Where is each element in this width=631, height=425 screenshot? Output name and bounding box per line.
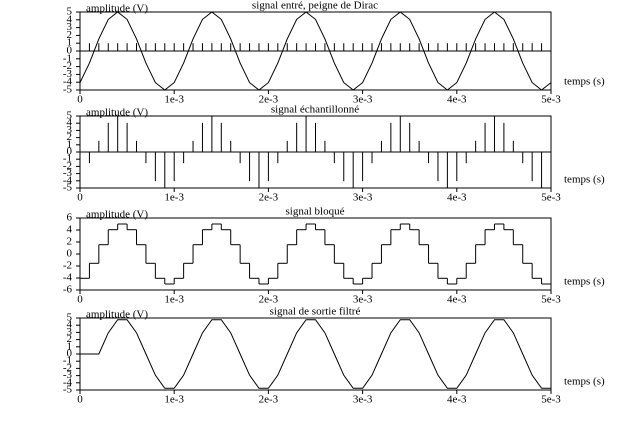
x-axis-label: temps (s) [564, 376, 605, 388]
y-tick-label: 5 [67, 110, 73, 122]
y-tick-label: -4 [63, 174, 73, 186]
y-tick-label: 4 [67, 117, 73, 129]
x-tick-label: 4e-3 [447, 94, 467, 106]
y-tick-label: -1 [63, 52, 72, 64]
y-tick-label: 6 [67, 212, 73, 224]
x-tick-label: 2e-3 [259, 394, 279, 406]
y-tick-label: 0 [67, 348, 73, 360]
y-tick-label: 5 [67, 312, 73, 324]
y-tick-label: 1 [67, 138, 73, 150]
x-tick-label: 2e-3 [259, 192, 279, 204]
x-tick-label: 0 [77, 294, 83, 306]
y-tick-label: -5 [63, 84, 73, 96]
x-tick-label: 4e-3 [447, 192, 467, 204]
y-tick-label: -5 [63, 182, 73, 194]
y-tick-label: 0 [67, 248, 73, 260]
signal-line [80, 319, 551, 389]
y-tick-label: 4 [67, 13, 73, 25]
y-tick-label: 2 [67, 131, 73, 143]
y-tick-label: 0 [67, 146, 73, 158]
x-tick-label: 5e-3 [541, 294, 561, 306]
x-axis-label: temps (s) [564, 76, 605, 88]
x-tick-label: 5e-3 [541, 394, 561, 406]
y-tick-label: -2 [63, 60, 72, 72]
y-tick-label: -2 [63, 160, 72, 172]
y-axis-label: amplitude (V) [86, 209, 148, 221]
y-tick-label: 2 [67, 333, 73, 345]
y-tick-label: -5 [63, 384, 73, 396]
x-tick-label: 1e-3 [164, 94, 184, 106]
y-tick-label: -1 [63, 153, 72, 165]
x-tick-label: 3e-3 [353, 192, 373, 204]
y-tick-label: -4 [63, 76, 73, 88]
y-axis-label: amplitude (V) [86, 107, 148, 119]
y-tick-label: -3 [63, 369, 73, 381]
y-tick-label: 3 [67, 326, 73, 338]
y-tick-label: 3 [67, 124, 73, 136]
chart-title: signal de sortie filtré [270, 306, 361, 318]
chart-title: signal entré, peigne de Dirac [252, 0, 378, 12]
y-tick-label: -1 [63, 355, 72, 367]
y-tick-label: 2 [67, 29, 73, 41]
y-tick-label: -4 [63, 272, 73, 284]
y-tick-label: -6 [63, 284, 73, 296]
y-tick-label: 3 [67, 21, 73, 33]
y-tick-label: -2 [63, 260, 72, 272]
y-tick-label: 2 [67, 236, 73, 248]
y-tick-label: 1 [67, 340, 73, 352]
x-axis-label: temps (s) [564, 276, 605, 288]
x-tick-label: 1e-3 [164, 192, 184, 204]
plot-frame [79, 317, 552, 391]
y-tick-label: -3 [63, 68, 73, 80]
x-tick-label: 3e-3 [353, 394, 373, 406]
y-axis-label: amplitude (V) [86, 309, 148, 321]
chart-title: signal échantillonné [271, 104, 359, 116]
x-tick-label: 0 [77, 192, 83, 204]
chart-title: signal bloqué [286, 206, 345, 218]
x-axis-label: temps (s) [564, 174, 605, 186]
y-tick-label: 5 [67, 6, 73, 18]
signal-line [79, 11, 552, 91]
x-tick-label: 3e-3 [353, 94, 373, 106]
x-tick-label: 5e-3 [541, 192, 561, 204]
x-tick-label: 0 [77, 394, 83, 406]
x-tick-label: 4e-3 [447, 394, 467, 406]
y-tick-label: 1 [67, 37, 73, 49]
y-tick-label: 0 [67, 45, 73, 57]
x-tick-label: 3e-3 [353, 294, 373, 306]
y-tick-label: 4 [67, 319, 73, 331]
y-axis-label: amplitude (V) [86, 3, 148, 15]
y-tick-label: 4 [67, 224, 73, 236]
x-tick-label: 1e-3 [164, 294, 184, 306]
y-tick-label: -4 [63, 376, 73, 388]
x-tick-label: 5e-3 [541, 94, 561, 106]
x-tick-label: 1e-3 [164, 394, 184, 406]
y-tick-label: -3 [63, 167, 73, 179]
y-tick-label: -2 [63, 362, 72, 374]
x-tick-label: 2e-3 [259, 94, 279, 106]
x-tick-label: 0 [77, 94, 83, 106]
x-tick-label: 4e-3 [447, 294, 467, 306]
x-tick-label: 2e-3 [259, 294, 279, 306]
